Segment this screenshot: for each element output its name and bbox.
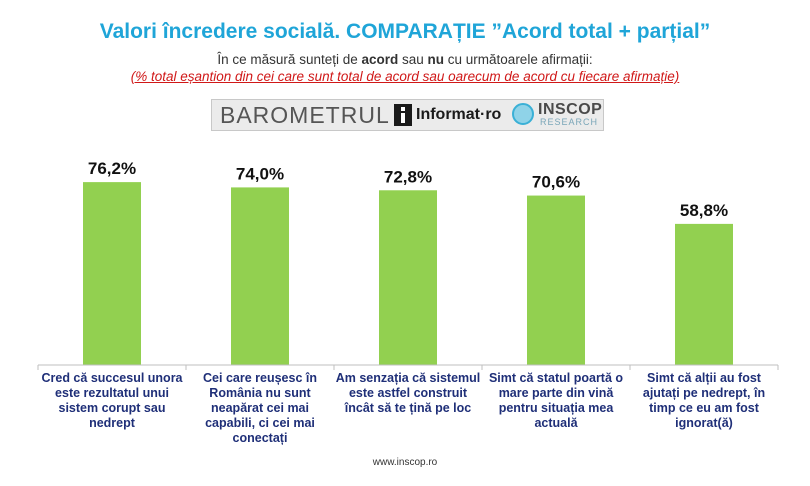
bar-3 bbox=[379, 190, 437, 365]
barometrul-logo-text: BAROMETRUL bbox=[220, 102, 390, 128]
category-label-3: Am senzația că sistemul este astfel cons… bbox=[335, 371, 481, 415]
informat-logo-icon bbox=[394, 104, 412, 126]
bar-1 bbox=[83, 182, 141, 365]
inscop-logo-icon bbox=[512, 103, 534, 125]
subtitle-post: cu următoarele afirmații: bbox=[444, 52, 593, 67]
bar-2 bbox=[231, 187, 289, 365]
category-label-2: Cei care reușesc în România nu sunt neap… bbox=[203, 371, 317, 445]
data-label-1: 76,2% bbox=[88, 159, 136, 178]
chart-subtitle: În ce măsură sunteți de acord sau nu cu … bbox=[0, 52, 810, 67]
data-label-2: 74,0% bbox=[236, 164, 284, 183]
bar-5 bbox=[675, 223, 733, 365]
category-label-5: Simt că alții au fost ajutați pe nedrept… bbox=[642, 371, 766, 430]
barometer-banner: BAROMETRUL Informat·ro INSCOP RESEARCH bbox=[211, 99, 604, 131]
inscop-research-text: RESEARCH bbox=[540, 117, 599, 127]
subtitle-acord: acord bbox=[361, 52, 399, 67]
website-footer: www.inscop.ro bbox=[372, 457, 438, 468]
subtitle-nu: nu bbox=[427, 52, 445, 67]
category-label-1: Cred că succesul unora este rezultatul u… bbox=[41, 371, 183, 430]
sample-note: (% total eșantion din cei care sunt tota… bbox=[130, 69, 680, 84]
subtitle-mid: sau bbox=[398, 52, 428, 67]
category-label-4: Simt că statul poartă o mare parte din v… bbox=[488, 371, 624, 430]
subtitle-pre: În ce măsură sunteți de bbox=[217, 52, 362, 67]
data-label-3: 72,8% bbox=[384, 167, 432, 186]
bar-4 bbox=[527, 195, 585, 365]
data-label-4: 70,6% bbox=[532, 173, 580, 192]
chart-title: Valori încredere socială. COMPARAȚIE ”Ac… bbox=[99, 20, 711, 43]
informat-logo-text: Informat·ro bbox=[416, 106, 502, 123]
data-label-5: 58,8% bbox=[680, 201, 728, 220]
inscop-logo-text: INSCOP bbox=[538, 101, 603, 118]
